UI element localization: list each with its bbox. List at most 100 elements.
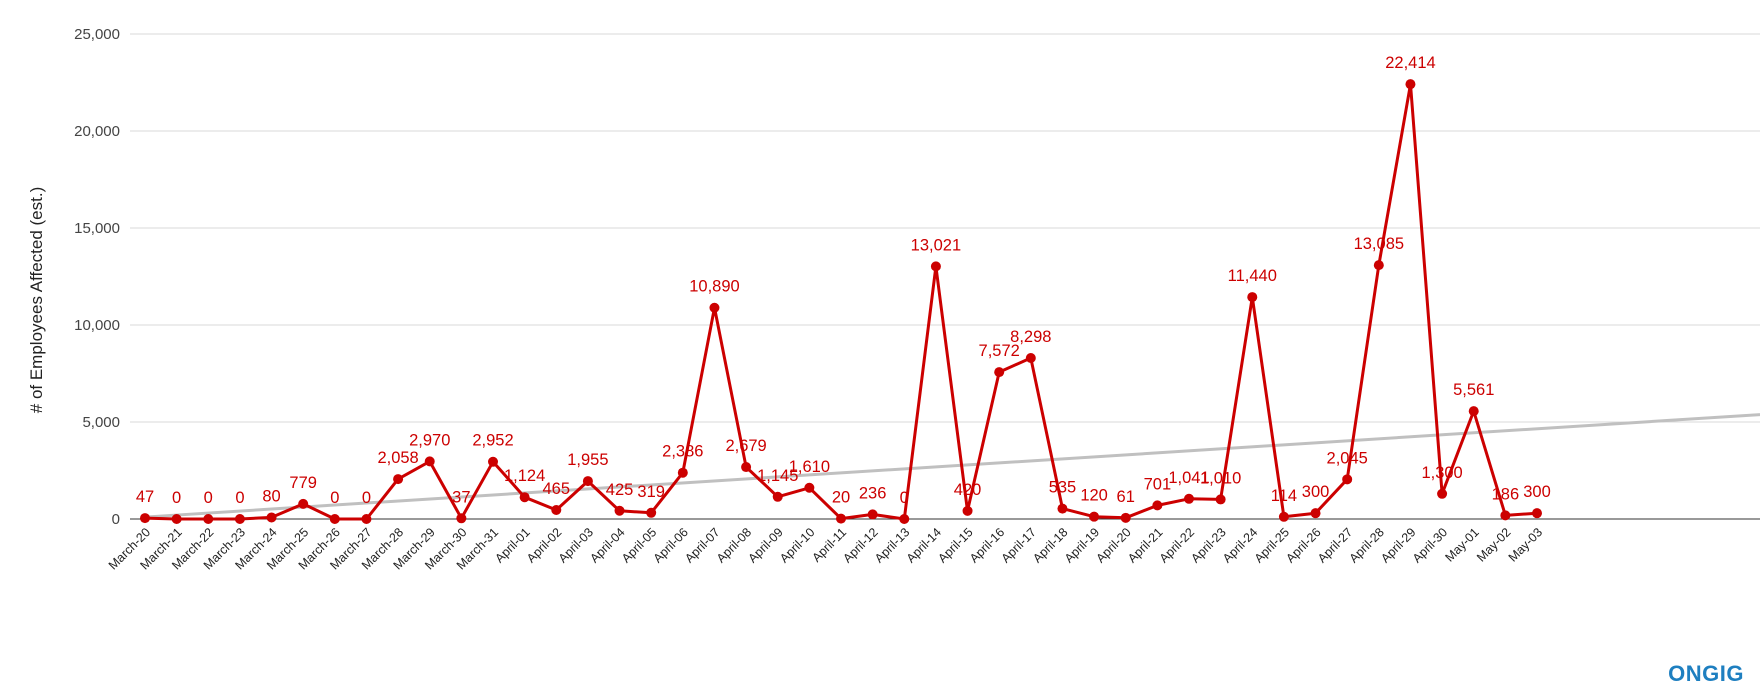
data-point: [234, 514, 245, 524]
data-point: [519, 492, 530, 503]
x-tick-label: April-10: [777, 525, 817, 565]
data-point: [930, 261, 941, 272]
data-point: [1342, 474, 1353, 485]
data-label: 5,561: [1453, 381, 1494, 399]
data-label: 0: [900, 489, 909, 507]
data-point: [1278, 511, 1289, 522]
data-label: 1,041: [1168, 469, 1209, 487]
data-point: [1310, 508, 1321, 519]
data-label: 186: [1492, 485, 1520, 503]
data-point: [772, 491, 783, 502]
data-label: 300: [1302, 483, 1330, 501]
data-label: 1,145: [757, 467, 798, 485]
data-point: [1532, 508, 1542, 519]
data-label: 1,124: [504, 467, 545, 485]
x-tick-label: April-30: [1410, 525, 1450, 565]
data-point: [899, 514, 910, 524]
data-label: 2,970: [409, 431, 450, 449]
data-label: 0: [362, 489, 371, 507]
data-label: 22,414: [1385, 54, 1435, 72]
data-point: [962, 505, 973, 516]
data-points: [140, 79, 1542, 524]
data-point: [266, 512, 277, 523]
data-label: 0: [235, 489, 244, 507]
data-label: 120: [1080, 487, 1108, 505]
data-label: 80: [262, 487, 280, 505]
data-label: 2,058: [377, 449, 418, 467]
data-point: [1405, 79, 1416, 90]
data-point: [551, 504, 562, 515]
data-point: [582, 476, 593, 487]
data-label: 2,386: [662, 443, 703, 461]
data-label: 2,045: [1327, 449, 1368, 467]
y-tick-label: 10,000: [74, 317, 120, 334]
y-axis-ticks: 0 5,000 10,000 15,000 20,000 25,000: [74, 26, 120, 528]
data-point: [1500, 510, 1511, 521]
data-point: [488, 456, 498, 467]
data-label: 236: [859, 484, 887, 502]
data-point: [836, 513, 846, 524]
data-label: 300: [1523, 483, 1551, 501]
y-tick-label: 5,000: [82, 414, 120, 431]
data-point: [709, 302, 720, 313]
data-label: 20: [832, 489, 850, 507]
data-label: 7,572: [979, 342, 1020, 360]
x-tick-label: May-03: [1506, 525, 1545, 564]
x-tick-label: May-02: [1474, 525, 1513, 564]
data-label: 8,298: [1010, 328, 1051, 346]
data-label: 13,085: [1354, 235, 1404, 253]
data-point: [456, 513, 467, 524]
data-label: 10,890: [689, 278, 739, 296]
data-point: [994, 367, 1005, 378]
data-point: [361, 514, 372, 524]
data-label: 47: [136, 488, 154, 506]
data-label: 1,955: [567, 451, 608, 469]
data-label: 701: [1144, 475, 1172, 493]
data-point: [1152, 500, 1163, 511]
data-point: [867, 509, 878, 520]
data-point: [1247, 292, 1258, 303]
data-point: [203, 514, 214, 524]
data-point: [1120, 512, 1131, 523]
trend-line: [144, 413, 1760, 519]
data-point: [1089, 511, 1100, 522]
y-axis-label: # of Employees Affected (est.): [27, 187, 46, 413]
x-tick-label: May-01: [1442, 525, 1481, 564]
data-point: [1215, 494, 1226, 505]
ongig-logo: ONGIG: [1668, 661, 1744, 686]
data-point: [393, 474, 404, 485]
data-label: 1,610: [789, 458, 830, 476]
data-label: 13,021: [911, 236, 961, 254]
data-label: 2,679: [725, 437, 766, 455]
data-point: [614, 505, 625, 516]
data-label: 465: [543, 480, 571, 498]
data-label: 535: [1049, 479, 1077, 497]
data-point: [329, 514, 340, 524]
data-point: [1373, 260, 1384, 271]
data-point: [646, 507, 657, 518]
data-point: [741, 462, 752, 473]
y-tick-label: 20,000: [74, 123, 120, 140]
data-label: 0: [204, 489, 213, 507]
data-label: 319: [637, 483, 665, 501]
y-tick-label: 25,000: [74, 26, 120, 43]
data-point: [140, 513, 150, 524]
data-label: 0: [330, 489, 339, 507]
y-tick-label: 0: [112, 511, 120, 528]
data-label: 114: [1271, 487, 1297, 505]
data-point: [1057, 503, 1068, 514]
data-point: [677, 467, 688, 478]
data-label: 1,300: [1421, 464, 1462, 482]
data-label: 0: [172, 489, 181, 507]
data-label: 2,952: [472, 432, 513, 450]
data-label: 11,440: [1228, 267, 1277, 285]
data-label: 61: [1117, 488, 1135, 506]
data-point: [1184, 493, 1194, 504]
data-point: [1437, 488, 1448, 499]
data-point: [804, 482, 815, 493]
data-label: 779: [289, 474, 317, 492]
data-label: 37: [452, 488, 470, 506]
data-point: [1025, 353, 1036, 364]
